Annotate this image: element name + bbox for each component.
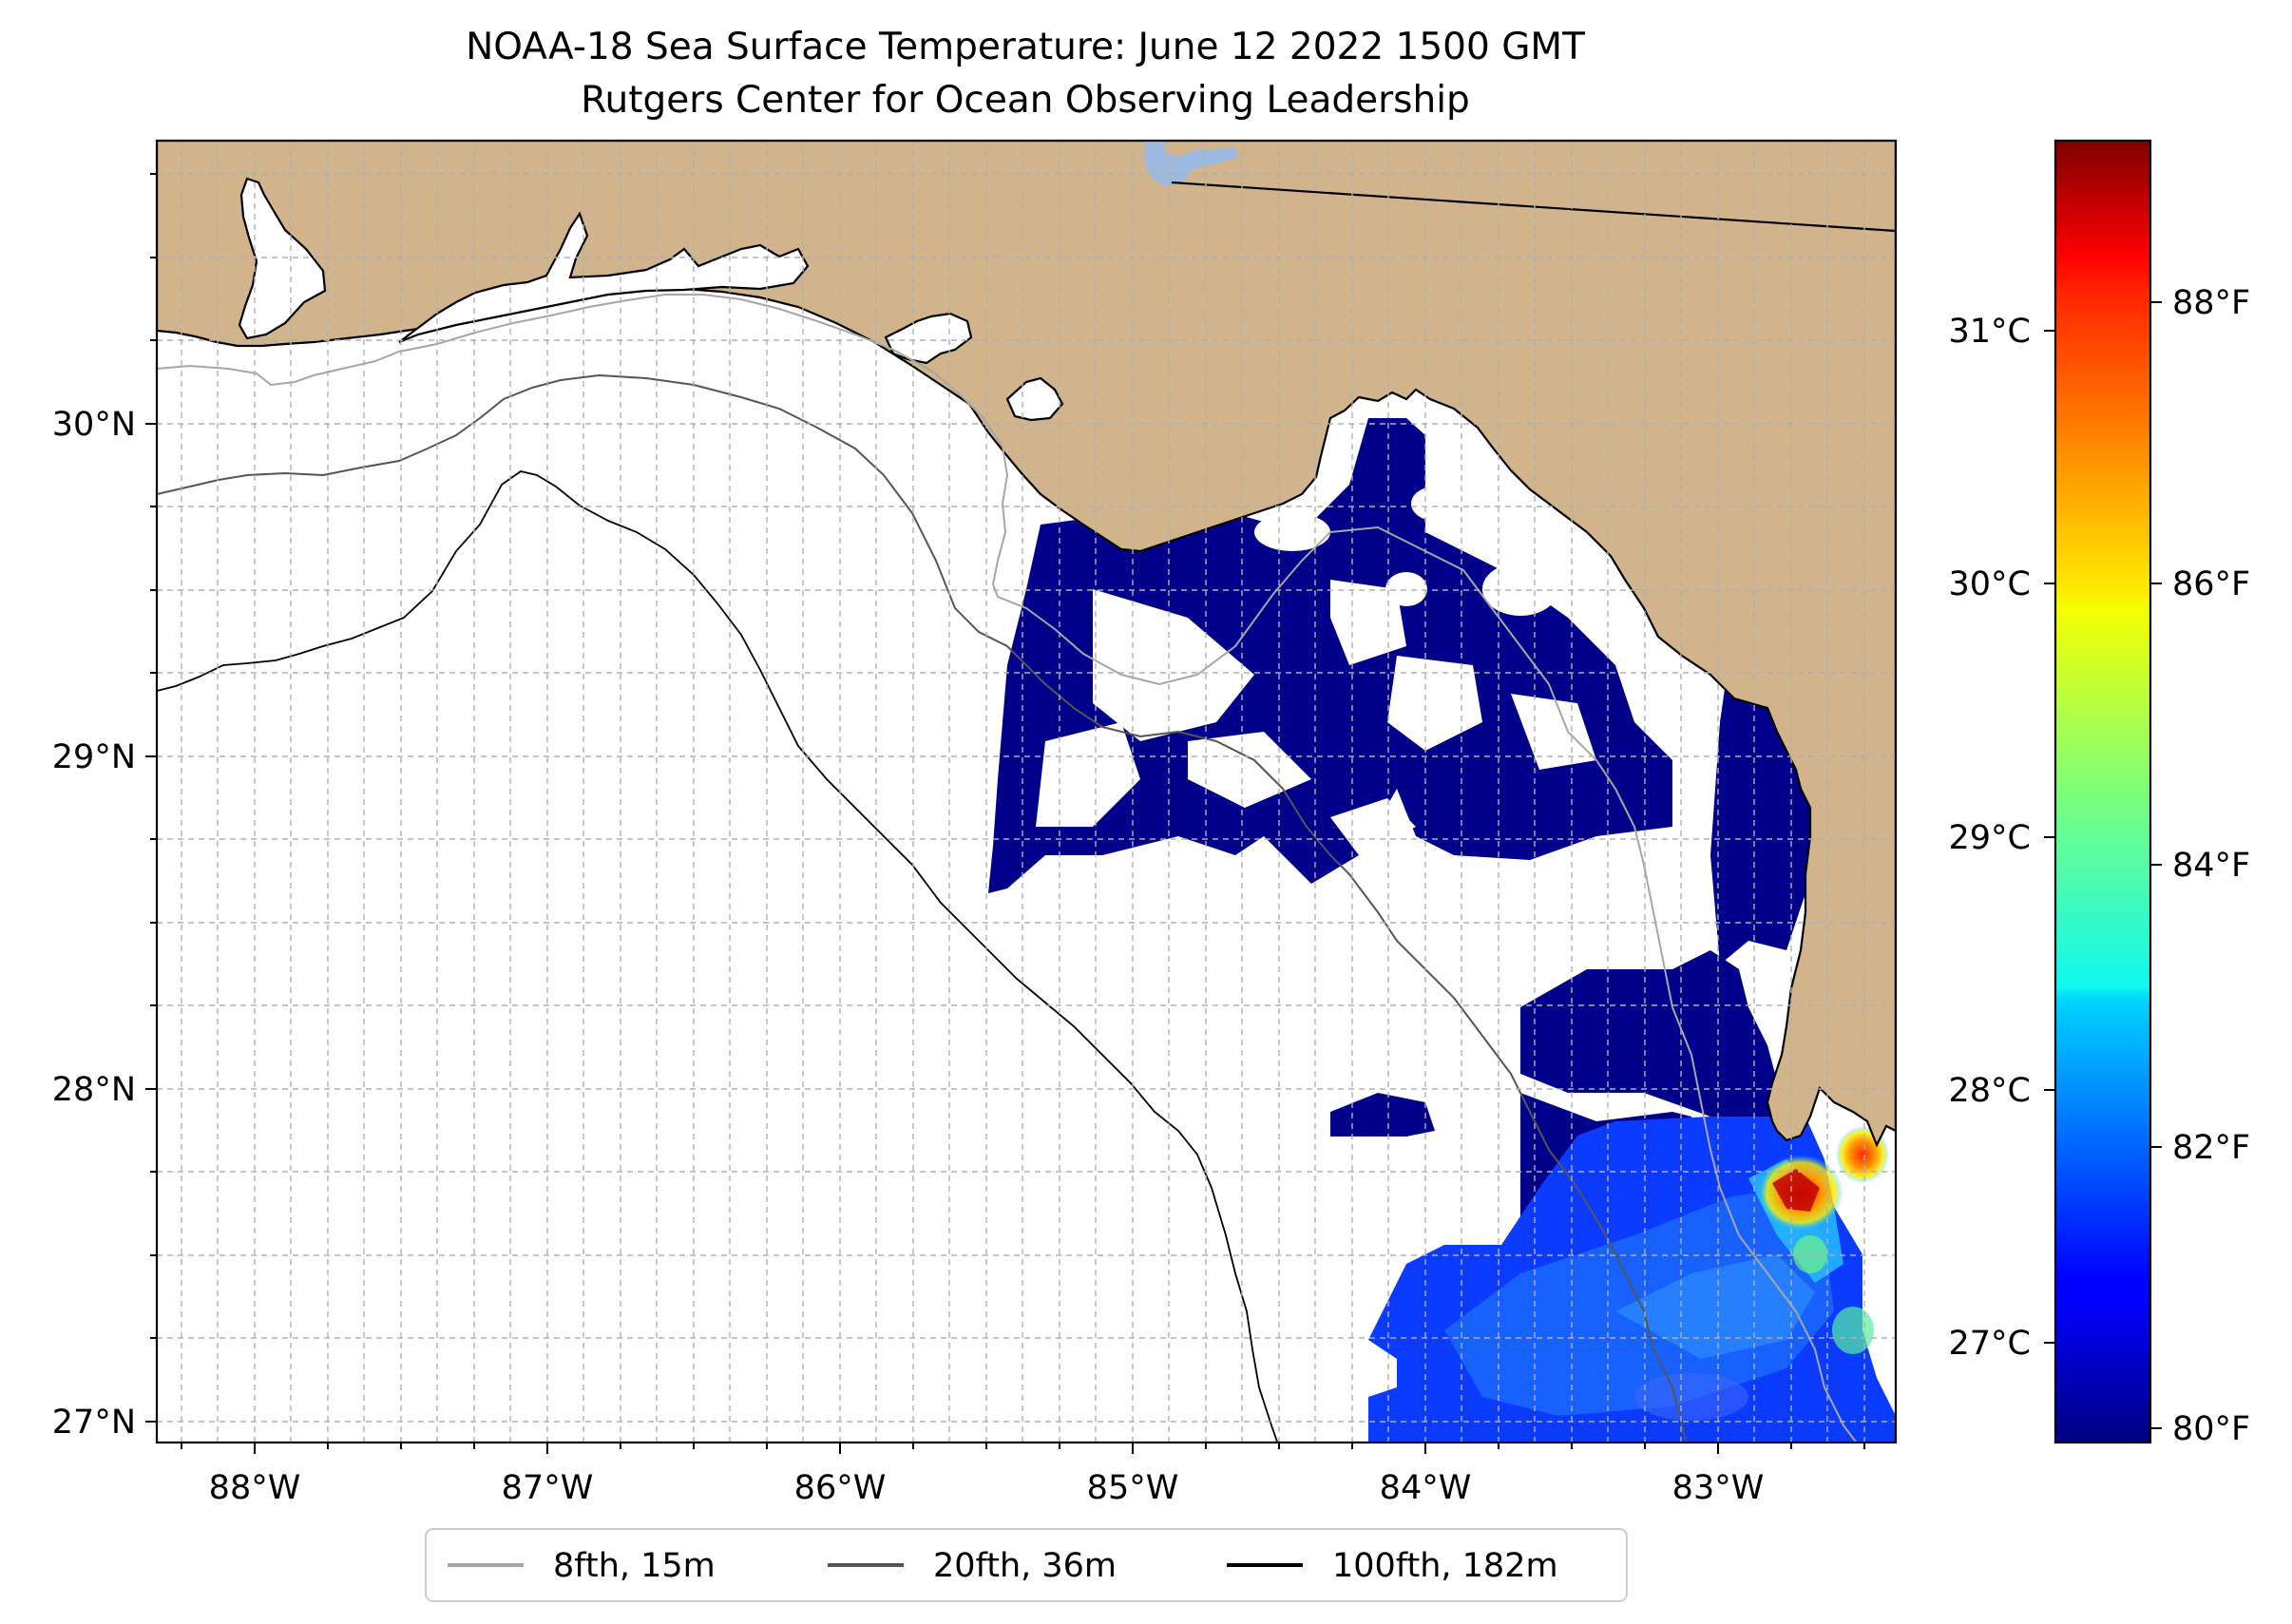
- legend-label: 20fth, 36m: [933, 1547, 1117, 1585]
- bays: [238, 177, 1064, 422]
- contour-100fth: [157, 470, 1279, 1442]
- colorbar-celsius-label: 30°C: [1949, 565, 2031, 603]
- colorbar-fahrenheit-label: 88°F: [2172, 284, 2250, 322]
- lon-label: 88°W: [209, 1469, 301, 1507]
- contour-8fth: [157, 294, 1858, 1442]
- colorbar-fahrenheit-label: 80°F: [2172, 1410, 2250, 1448]
- lake: [1144, 141, 1237, 186]
- colorbar-fahrenheit-label: 86°F: [2172, 565, 2250, 603]
- axis-ticks: [145, 173, 1865, 1454]
- legend: 8fth, 15m 20fth, 36m 100fth, 182m: [425, 1528, 1628, 1602]
- cloud-gaps: [1036, 487, 1596, 855]
- legend-label: 100fth, 182m: [1332, 1547, 1558, 1585]
- colorbar-celsius-label: 31°C: [1949, 313, 2031, 351]
- lon-label: 83°W: [1672, 1469, 1765, 1507]
- lat-label: 30°N: [52, 406, 136, 444]
- lon-label: 87°W: [502, 1469, 594, 1507]
- lat-label: 28°N: [52, 1071, 136, 1109]
- lat-label: 29°N: [52, 738, 136, 776]
- lon-label: 85°W: [1087, 1469, 1179, 1507]
- colorbar-gradient: [2053, 139, 2152, 1444]
- colorbar-celsius-label: 28°C: [1949, 1072, 2031, 1110]
- gridlines: [157, 141, 1896, 1442]
- map-panel: 88°W 87°W 86°W 85°W 84°W 83°W 27°N 28°N …: [52, 139, 1898, 1507]
- colorbar-fahrenheit-label: 82°F: [2172, 1129, 2250, 1167]
- figure-title: NOAA-18 Sea Surface Temperature: June 12…: [466, 26, 1585, 68]
- legend-label: 8fth, 15m: [553, 1547, 716, 1585]
- map-frame: [155, 139, 1898, 1444]
- lon-label: 84°W: [1380, 1469, 1472, 1507]
- contour-20fth: [157, 373, 1688, 1442]
- state-boundary: [1171, 181, 1896, 233]
- colorbar-celsius-label: 29°C: [1949, 819, 2031, 857]
- figure-subtitle: Rutgers Center for Ocean Observing Leade…: [581, 79, 1470, 122]
- colorbar-celsius-label: 27°C: [1949, 1325, 2031, 1363]
- legend-box: [425, 1528, 1628, 1602]
- lat-label: 27°N: [52, 1404, 136, 1442]
- colorbar: 27°C 28°C 29°C 30°C 31°C 80°F 82°F 84°F …: [1949, 139, 2250, 1448]
- colorbar-fahrenheit-label: 84°F: [2172, 847, 2250, 885]
- lon-label: 86°W: [794, 1469, 887, 1507]
